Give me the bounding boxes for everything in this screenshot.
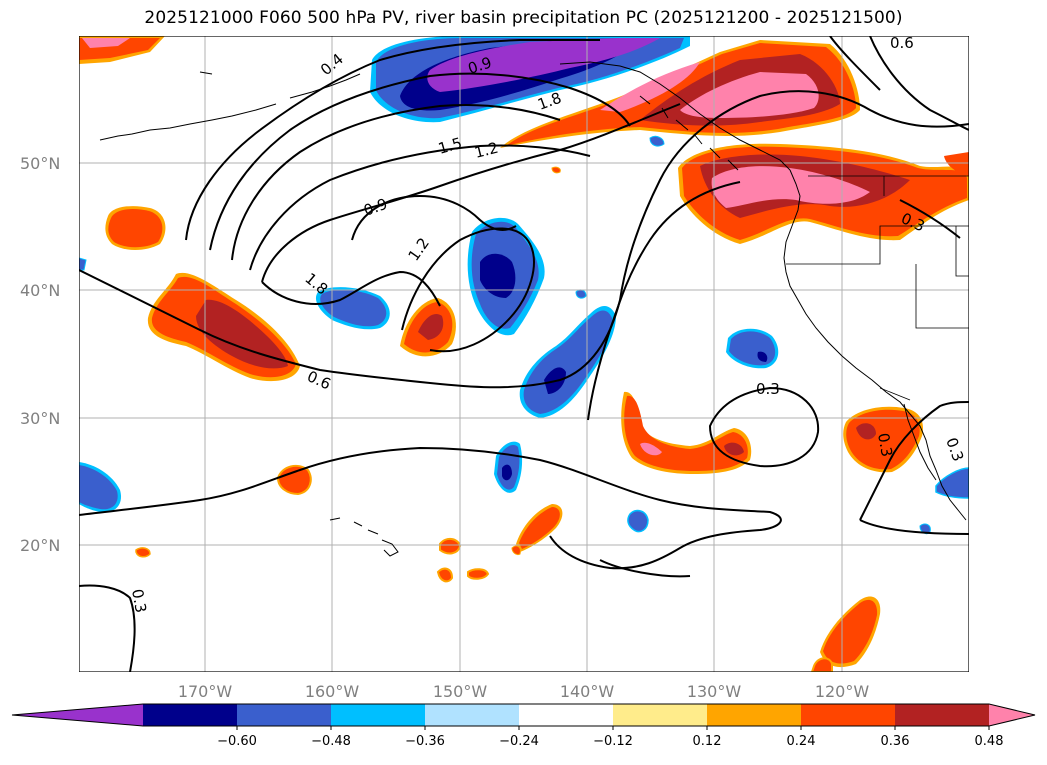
contour-label: 0.6 <box>890 34 914 52</box>
colorbar-segment <box>707 704 802 726</box>
lon-label-170w: 170°W <box>178 682 233 701</box>
lat-lon-grid <box>79 36 969 672</box>
contour-label: 0.3 <box>756 380 780 398</box>
colorbar: −0.60 −0.48 −0.36 −0.24 −0.12 0.12 0.24 0.36 0.4… <box>11 703 1036 749</box>
lat-label-20n: 20°N <box>20 536 60 555</box>
colorbar-tick-label: −0.24 <box>499 734 539 749</box>
lat-label-40n: 40°N <box>20 281 60 300</box>
lon-label-130w: 130°W <box>687 682 742 701</box>
colorbar-segment <box>519 704 614 726</box>
colorbar-segment <box>801 704 896 726</box>
colorbar-tick-label: −0.48 <box>311 734 351 749</box>
colorbar-segment <box>237 704 332 726</box>
contour-label: 0.3 <box>874 432 896 459</box>
colorbar-tick-label: 0.36 <box>881 734 910 749</box>
lon-label-120w: 120°W <box>815 682 870 701</box>
colorbar-segment <box>331 704 426 726</box>
latitude-labels: 50°N 40°N 30°N 20°N <box>20 154 60 555</box>
coastlines <box>99 61 969 557</box>
map-title: 2025121000 F060 500 hPa PV, river basin … <box>144 8 903 28</box>
contour-label: 0.3 <box>128 588 150 615</box>
lon-label-150w: 150°W <box>433 682 488 701</box>
pv-contours <box>79 36 969 672</box>
lat-label-50n: 50°N <box>20 154 60 173</box>
colorbar-tick-label: −0.60 <box>217 734 257 749</box>
colorbar-tick-label: 0.24 <box>787 734 816 749</box>
colorbar-tick-label: 0.12 <box>693 734 722 749</box>
lon-label-140w: 140°W <box>560 682 615 701</box>
colorbar-extend-high <box>989 704 1035 726</box>
contour-label: 1.2 <box>473 139 501 162</box>
precip-shading <box>79 36 969 672</box>
contour-label: 1.5 <box>436 134 464 158</box>
colorbar-segment <box>425 704 520 726</box>
lat-label-30n: 30°N <box>20 409 60 428</box>
colorbar-segment <box>613 704 708 726</box>
colorbar-tick-label: −0.12 <box>593 734 633 749</box>
map-panel: 0.6 0.9 1.8 1.5 1.2 0.9 1.2 1.8 0.6 0.3 … <box>79 34 969 672</box>
colorbar-tick-label: 0.48 <box>975 734 1004 749</box>
colorbar-segment <box>143 704 238 726</box>
colorbar-outline <box>11 703 1036 727</box>
colorbar-segment <box>895 704 990 726</box>
colorbar-extend-low <box>12 704 143 726</box>
colorbar-tick-label: −0.36 <box>405 734 445 749</box>
longitude-labels: 170°W 160°W 150°W 140°W 130°W 120°W <box>178 682 870 701</box>
lon-label-160w: 160°W <box>305 682 360 701</box>
